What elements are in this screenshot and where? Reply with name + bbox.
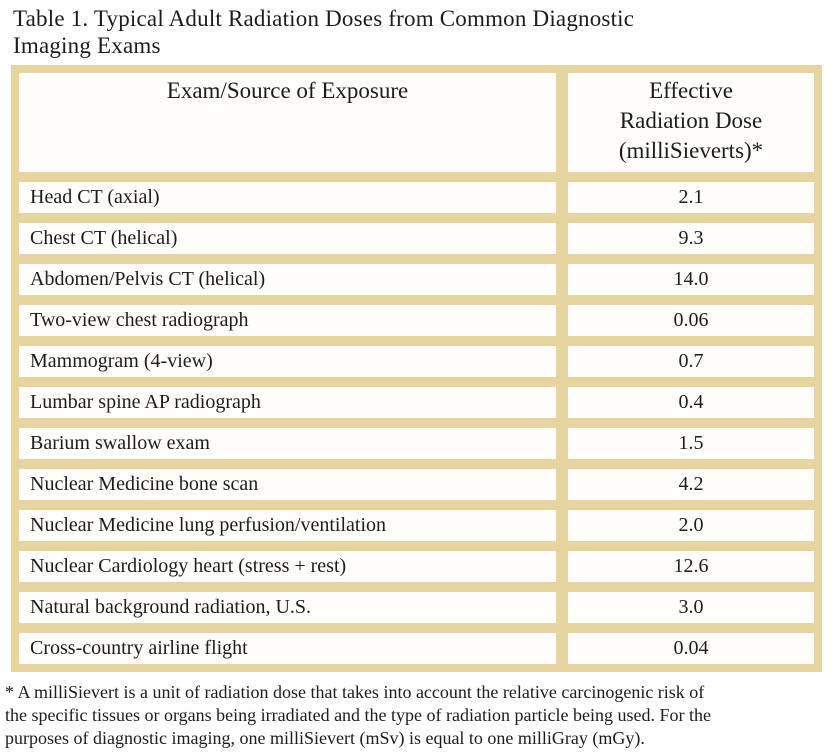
- dose-cell: 0.06: [568, 305, 814, 336]
- dose-header-line-1: Effective: [649, 78, 733, 103]
- column-header-exam: Exam/Source of Exposure: [19, 73, 556, 172]
- dose-cell: 14.0: [568, 264, 814, 295]
- exam-header-label: Exam/Source of Exposure: [166, 78, 409, 103]
- exam-cell: Cross-country airline flight: [19, 633, 556, 664]
- dose-cell: 9.3: [568, 223, 814, 254]
- exam-cell: Head CT (axial): [19, 182, 556, 213]
- dose-cell: 3.0: [568, 592, 814, 623]
- column-header-dose: Effective Radiation Dose (milliSieverts)…: [568, 73, 814, 172]
- exam-cell: Mammogram (4-view): [19, 346, 556, 377]
- footnote-line-3: purposes of diagnostic imaging, one mill…: [5, 728, 645, 748]
- exam-cell: Lumbar spine AP radiograph: [19, 387, 556, 418]
- radiation-dose-table: Exam/Source of Exposure Effective Radiat…: [11, 65, 822, 672]
- footnote-line-2: the specific tissues or organs being irr…: [5, 705, 711, 725]
- dose-cell: 0.4: [568, 387, 814, 418]
- table-footnote: * A milliSievert is a unit of radiation …: [5, 681, 836, 750]
- exam-cell: Abdomen/Pelvis CT (helical): [19, 264, 556, 295]
- dose-cell: 2.0: [568, 510, 814, 541]
- exam-cell: Nuclear Cardiology heart (stress + rest): [19, 551, 556, 582]
- title-line-2: Imaging Exams: [13, 33, 161, 58]
- footnote-line-1: * A milliSievert is a unit of radiation …: [5, 682, 705, 702]
- dose-cell: 4.2: [568, 469, 814, 500]
- dose-cell: 12.6: [568, 551, 814, 582]
- page-title: Table 1. Typical Adult Radiation Doses f…: [13, 5, 803, 59]
- exam-cell: Nuclear Medicine bone scan: [19, 469, 556, 500]
- dose-cell: 0.04: [568, 633, 814, 664]
- dose-cell: 1.5: [568, 428, 814, 459]
- exam-cell: Two-view chest radiograph: [19, 305, 556, 336]
- exam-cell: Natural background radiation, U.S.: [19, 592, 556, 623]
- exam-cell: Barium swallow exam: [19, 428, 556, 459]
- dose-cell: 2.1: [568, 182, 814, 213]
- title-line-1: Table 1. Typical Adult Radiation Doses f…: [13, 6, 635, 31]
- exam-cell: Chest CT (helical): [19, 223, 556, 254]
- dose-header-line-3: (milliSieverts)*: [618, 138, 764, 163]
- exam-cell: Nuclear Medicine lung perfusion/ventilat…: [19, 510, 556, 541]
- dose-cell: 0.7: [568, 346, 814, 377]
- dose-header-line-2: Radiation Dose: [619, 108, 763, 133]
